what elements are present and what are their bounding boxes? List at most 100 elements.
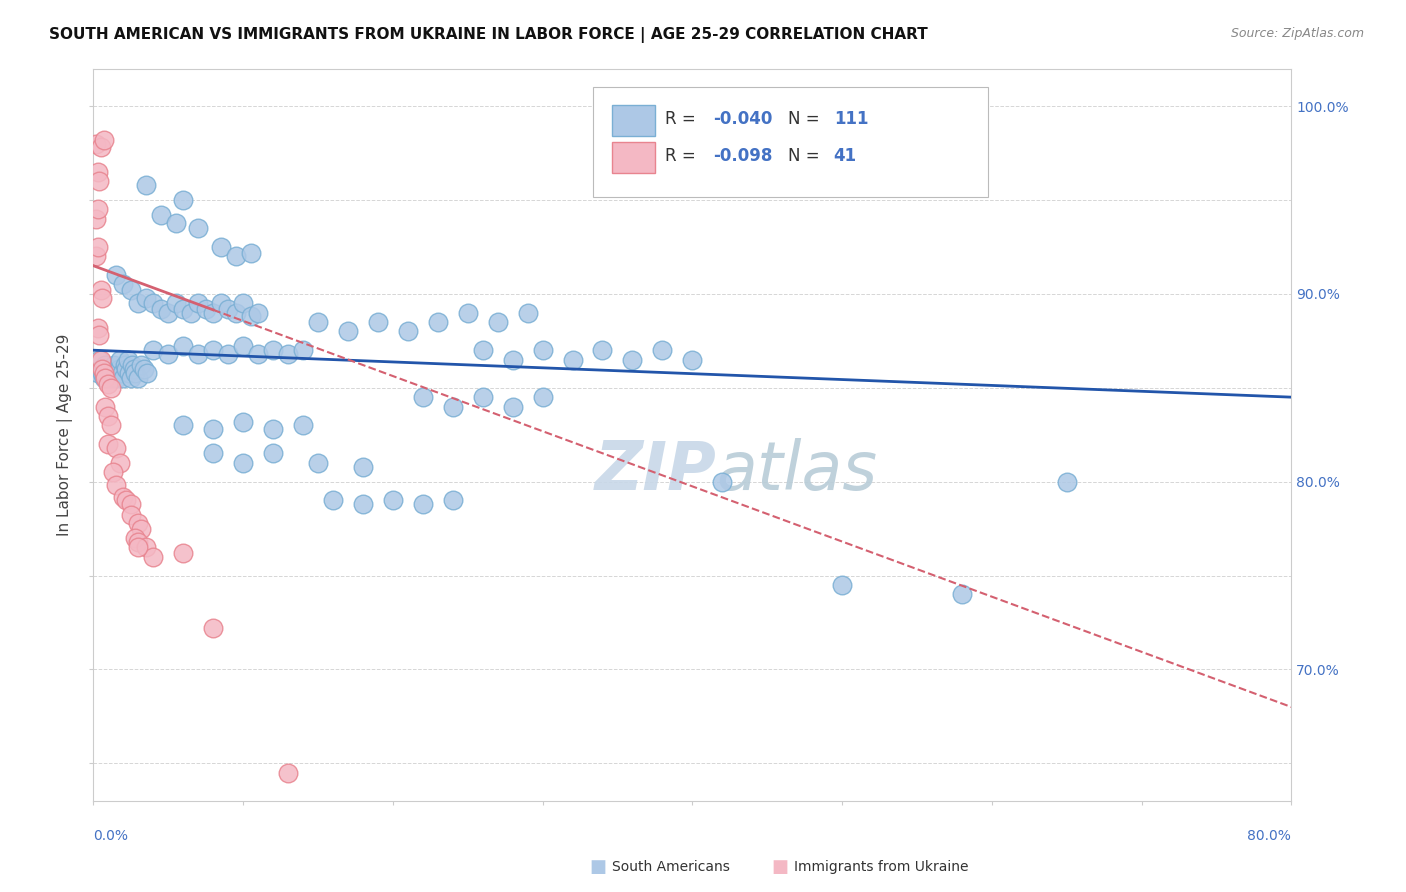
Point	[120, 283, 142, 297]
Point	[561, 352, 583, 367]
Text: N =: N =	[789, 146, 825, 165]
Point	[396, 325, 419, 339]
Point	[90, 283, 112, 297]
Point	[202, 422, 225, 436]
FancyBboxPatch shape	[593, 87, 988, 197]
Point	[247, 347, 270, 361]
Point	[93, 133, 115, 147]
Point	[202, 306, 225, 320]
Point	[93, 371, 115, 385]
Point	[91, 362, 114, 376]
Point	[100, 418, 122, 433]
Point	[172, 418, 194, 433]
Point	[112, 371, 135, 385]
Point	[134, 362, 156, 376]
Point	[172, 193, 194, 207]
Point	[217, 347, 239, 361]
Point	[87, 366, 110, 380]
Text: atlas: atlas	[716, 438, 877, 504]
Point	[202, 446, 225, 460]
Point	[412, 390, 434, 404]
Point	[120, 497, 142, 511]
Point	[110, 456, 132, 470]
Point	[232, 456, 254, 470]
Point	[115, 493, 138, 508]
Point	[209, 296, 232, 310]
Point	[114, 358, 136, 372]
Point	[110, 352, 132, 367]
Point	[87, 165, 110, 179]
Text: N =: N =	[789, 110, 825, 128]
Point	[457, 306, 479, 320]
Point	[172, 546, 194, 560]
Point	[121, 358, 143, 372]
Point	[135, 178, 157, 192]
Point	[412, 497, 434, 511]
Point	[120, 508, 142, 523]
Point	[97, 409, 120, 423]
Point	[180, 306, 202, 320]
Point	[352, 497, 374, 511]
Point	[127, 534, 149, 549]
Point	[291, 418, 314, 433]
Point	[262, 343, 284, 358]
Point	[172, 301, 194, 316]
Point	[172, 339, 194, 353]
Point	[711, 475, 734, 489]
Y-axis label: In Labor Force | Age 25-29: In Labor Force | Age 25-29	[58, 334, 73, 536]
Text: 111: 111	[834, 110, 868, 128]
Point	[157, 347, 180, 361]
Point	[291, 343, 314, 358]
Point	[262, 422, 284, 436]
Point	[97, 371, 120, 385]
Point	[950, 587, 973, 601]
Point	[101, 465, 124, 479]
Point	[127, 516, 149, 530]
Point	[209, 240, 232, 254]
Text: ■: ■	[772, 858, 789, 876]
Point	[502, 400, 524, 414]
Point	[165, 296, 187, 310]
Point	[142, 343, 165, 358]
Point	[381, 493, 404, 508]
Point	[115, 362, 138, 376]
Point	[94, 358, 117, 372]
Point	[239, 310, 262, 324]
Point	[187, 221, 209, 235]
Point	[187, 296, 209, 310]
Point	[239, 245, 262, 260]
Point	[124, 531, 146, 545]
Point	[87, 320, 110, 334]
Text: R =: R =	[665, 110, 700, 128]
Point	[87, 202, 110, 217]
Point	[91, 366, 114, 380]
Point	[136, 366, 159, 380]
Point	[120, 371, 142, 385]
Point	[103, 358, 125, 372]
Point	[232, 415, 254, 429]
Point	[516, 306, 538, 320]
Point	[112, 277, 135, 292]
Point	[127, 541, 149, 555]
Point	[104, 441, 127, 455]
Point	[232, 339, 254, 353]
Point	[336, 325, 359, 339]
Point	[127, 296, 149, 310]
Point	[90, 362, 112, 376]
Point	[89, 174, 111, 188]
Point	[129, 358, 152, 372]
Point	[502, 352, 524, 367]
Point	[367, 315, 389, 329]
Point	[592, 343, 614, 358]
Text: South Americans: South Americans	[612, 860, 730, 874]
Point	[681, 352, 703, 367]
Point	[129, 522, 152, 536]
Point	[651, 343, 673, 358]
Point	[277, 765, 299, 780]
Point	[225, 306, 247, 320]
Point	[117, 352, 139, 367]
Point	[831, 578, 853, 592]
Point	[531, 343, 554, 358]
Point	[105, 371, 128, 385]
Point	[165, 215, 187, 229]
